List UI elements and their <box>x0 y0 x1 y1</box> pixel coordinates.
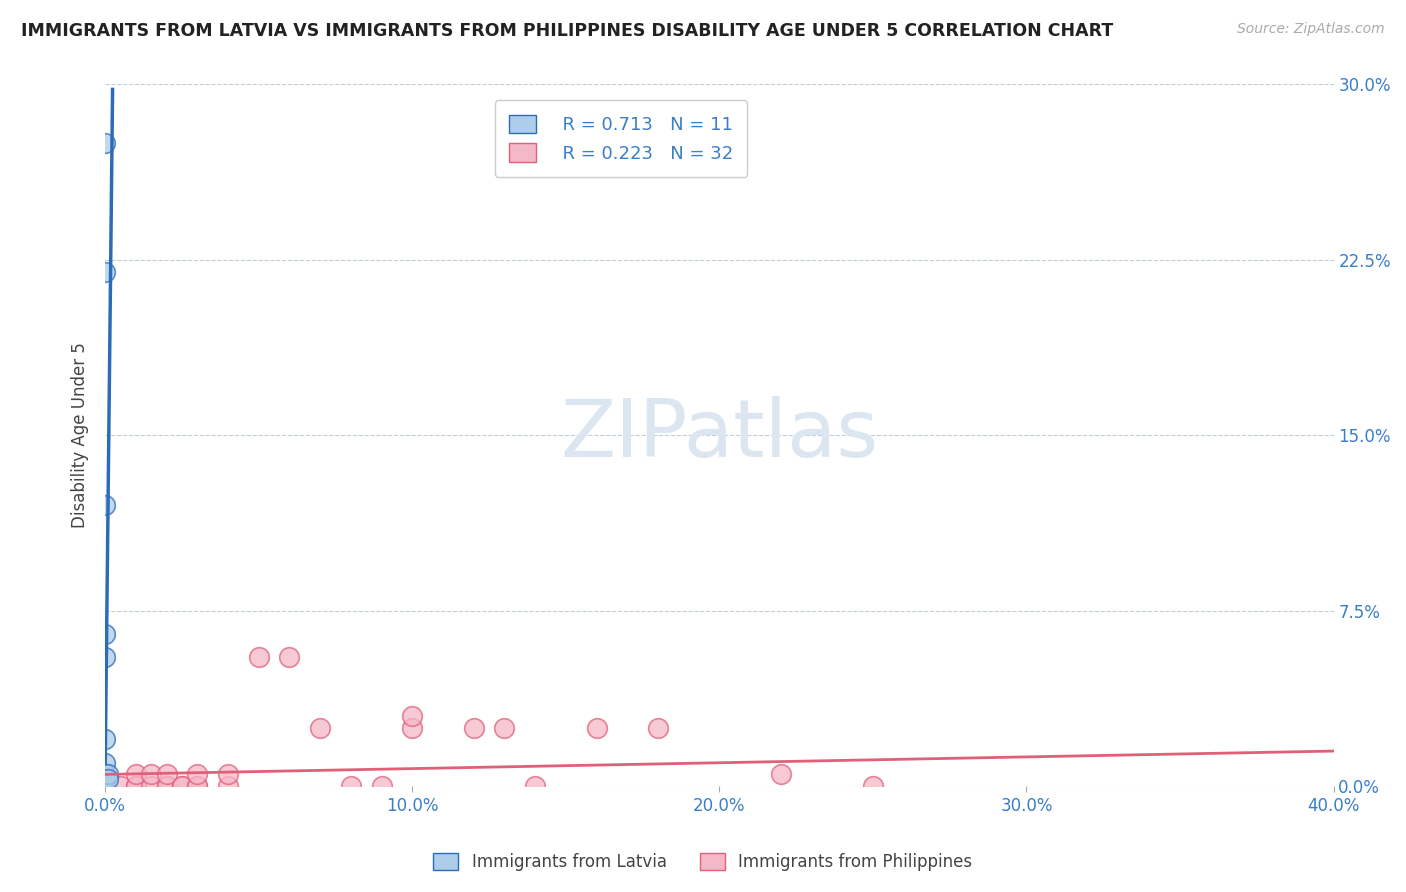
Y-axis label: Disability Age Under 5: Disability Age Under 5 <box>72 343 89 528</box>
Point <box>94 499 117 513</box>
Point <box>370 779 392 793</box>
Point <box>125 779 148 793</box>
Point <box>186 779 208 793</box>
Text: ZIPatlas: ZIPatlas <box>561 396 879 475</box>
Point <box>401 721 423 735</box>
Point <box>647 721 669 735</box>
Point <box>186 767 208 781</box>
Point <box>170 779 193 793</box>
Point <box>217 779 239 793</box>
Point <box>125 767 148 781</box>
Point <box>97 767 120 781</box>
Point <box>94 650 117 665</box>
Point <box>278 650 301 665</box>
Point <box>94 136 117 150</box>
Point <box>141 767 163 781</box>
Point <box>94 767 117 781</box>
Point <box>494 721 516 735</box>
Point <box>309 721 332 735</box>
Point <box>94 756 117 770</box>
Point <box>862 779 884 793</box>
Point <box>524 779 547 793</box>
Point <box>94 779 117 793</box>
Point <box>156 767 179 781</box>
Point <box>401 709 423 723</box>
Point <box>186 779 208 793</box>
Point <box>94 264 117 278</box>
Text: IMMIGRANTS FROM LATVIA VS IMMIGRANTS FROM PHILIPPINES DISABILITY AGE UNDER 5 COR: IMMIGRANTS FROM LATVIA VS IMMIGRANTS FRO… <box>21 22 1114 40</box>
Point <box>769 767 792 781</box>
Point <box>125 779 148 793</box>
Point <box>217 767 239 781</box>
Point <box>247 650 270 665</box>
Legend: Immigrants from Latvia, Immigrants from Philippines: Immigrants from Latvia, Immigrants from … <box>425 845 981 880</box>
Point <box>585 721 607 735</box>
Point <box>94 772 117 786</box>
Point <box>94 779 117 793</box>
Point <box>110 779 132 793</box>
Point <box>97 772 120 786</box>
Text: Source: ZipAtlas.com: Source: ZipAtlas.com <box>1237 22 1385 37</box>
Point <box>156 779 179 793</box>
Point <box>463 721 485 735</box>
Point <box>156 779 179 793</box>
Point <box>170 779 193 793</box>
Point <box>141 779 163 793</box>
Point <box>94 627 117 641</box>
Point <box>94 732 117 747</box>
Point <box>340 779 363 793</box>
Legend:   R = 0.713   N = 11,   R = 0.223   N = 32: R = 0.713 N = 11, R = 0.223 N = 32 <box>495 101 748 178</box>
